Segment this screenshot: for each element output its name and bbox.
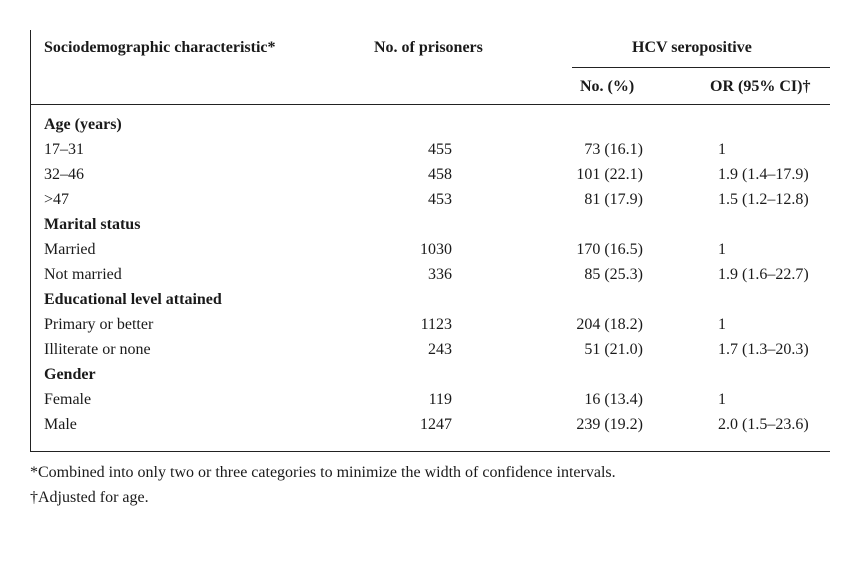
row-label: Primary or better	[44, 316, 154, 333]
cell-prisoners: 455	[428, 141, 452, 158]
table-left-border	[30, 30, 31, 452]
cell-odds-ratio: 2.0 (1.5–23.6)	[718, 416, 809, 433]
header-no-of-prisoners: No. of prisoners	[374, 39, 483, 56]
cell-prisoners: 1123	[420, 316, 452, 333]
row-label: Married	[44, 241, 96, 258]
cell-seropositive: 85 (25.3)	[584, 266, 643, 283]
header-characteristic: Sociodemographic characteristic*	[44, 39, 276, 56]
row-label: 32–46	[44, 166, 84, 183]
cell-prisoners: 1247	[420, 416, 452, 433]
cell-odds-ratio: 1	[718, 141, 726, 158]
cell-odds-ratio: 1	[718, 316, 726, 333]
cell-seropositive: 239 (19.2)	[576, 416, 643, 433]
cell-prisoners: 453	[428, 191, 452, 208]
table-bottom-rule	[30, 451, 830, 452]
cell-seropositive: 101 (22.1)	[576, 166, 643, 183]
row-label: Not married	[44, 266, 122, 283]
cell-prisoners: 336	[428, 266, 452, 283]
cell-odds-ratio: 1.9 (1.6–22.7)	[718, 266, 809, 283]
cell-seropositive: 170 (16.5)	[576, 241, 643, 258]
row-label: Male	[44, 416, 77, 433]
row-label: 17–31	[44, 141, 84, 158]
row-label: Female	[44, 391, 92, 408]
cell-prisoners: 119	[428, 391, 452, 408]
cell-odds-ratio: 1.5 (1.2–12.8)	[718, 191, 809, 208]
header-no-pct: No. (%)	[580, 78, 635, 95]
group-header-rule	[572, 67, 830, 68]
cell-seropositive: 51 (21.0)	[584, 341, 643, 358]
section-heading: Age (years)	[44, 116, 122, 133]
cell-odds-ratio: 1.7 (1.3–20.3)	[718, 341, 809, 358]
header-or-ci: OR (95% CI)†	[710, 78, 811, 95]
header-bottom-rule	[30, 104, 830, 105]
section-heading: Marital status	[44, 216, 141, 233]
cell-seropositive: 204 (18.2)	[576, 316, 643, 333]
cell-odds-ratio: 1	[718, 241, 726, 258]
section-heading: Educational level attained	[44, 291, 222, 308]
cell-prisoners: 1030	[420, 241, 452, 258]
cell-odds-ratio: 1.9 (1.4–17.9)	[718, 166, 809, 183]
cell-prisoners: 458	[428, 166, 452, 183]
cell-prisoners: 243	[428, 341, 452, 358]
row-label: >47	[44, 191, 70, 208]
cell-seropositive: 16 (13.4)	[584, 391, 643, 408]
footnote-combined: *Combined into only two or three categor…	[30, 464, 616, 481]
row-label: Illiterate or none	[44, 341, 151, 358]
cell-odds-ratio: 1	[718, 391, 726, 408]
footnote-adjusted: †Adjusted for age.	[30, 489, 149, 506]
cell-seropositive: 81 (17.9)	[584, 191, 643, 208]
cell-seropositive: 73 (16.1)	[584, 141, 643, 158]
header-hcv-seropositive: HCV seropositive	[632, 39, 752, 56]
section-heading: Gender	[44, 366, 96, 383]
